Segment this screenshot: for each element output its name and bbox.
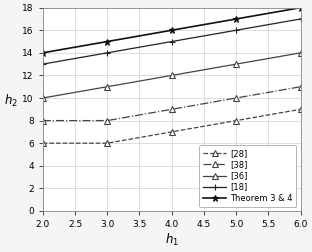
- Theorem 3 & 4: [41, 51, 45, 54]
- [28]: [299, 108, 303, 111]
- [38]: [299, 85, 303, 88]
- Theorem 3 & 4: [299, 6, 303, 9]
- [28]: [41, 142, 45, 145]
- [28]: [170, 130, 173, 133]
- Line: [18]: [18]: [39, 15, 304, 68]
- Line: Theorem 3 & 4: Theorem 3 & 4: [39, 4, 304, 56]
- [38]: [41, 119, 45, 122]
- Legend: [28], [38], [36], [18], Theorem 3 & 4: [28], [38], [36], [18], Theorem 3 & 4: [199, 145, 296, 207]
- [36]: [105, 85, 109, 88]
- [18]: [299, 17, 303, 20]
- [18]: [41, 62, 45, 66]
- Theorem 3 & 4: [170, 29, 173, 32]
- [38]: [105, 119, 109, 122]
- [36]: [170, 74, 173, 77]
- [28]: [105, 142, 109, 145]
- Line: [38]: [38]: [40, 84, 304, 123]
- [18]: [105, 51, 109, 54]
- Line: [28]: [28]: [40, 107, 304, 146]
- [36]: [234, 62, 238, 66]
- Y-axis label: $h_2$: $h_2$: [4, 93, 18, 109]
- Line: [36]: [36]: [40, 50, 304, 101]
- [18]: [234, 29, 238, 32]
- [36]: [41, 97, 45, 100]
- [28]: [234, 119, 238, 122]
- Theorem 3 & 4: [105, 40, 109, 43]
- [36]: [299, 51, 303, 54]
- [38]: [234, 97, 238, 100]
- X-axis label: $h_1$: $h_1$: [165, 232, 179, 248]
- [18]: [170, 40, 173, 43]
- Theorem 3 & 4: [234, 17, 238, 20]
- [38]: [170, 108, 173, 111]
